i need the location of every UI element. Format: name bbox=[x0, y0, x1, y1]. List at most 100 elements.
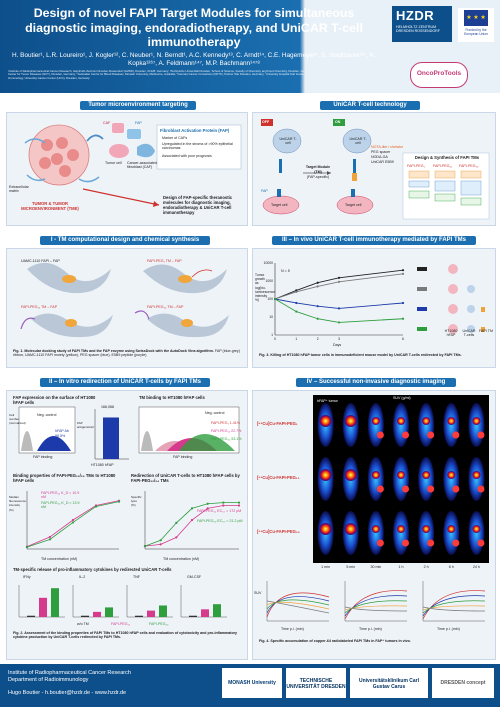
bio-xlabel-3: Time p.i. (min) bbox=[437, 627, 460, 631]
pet-hotspot bbox=[344, 415, 357, 427]
data-point bbox=[25, 545, 29, 549]
kd-label-2: FAPI-PEG₂₄ K_D = 13.9 nM bbox=[41, 501, 80, 510]
y-tick-label: 100 bbox=[267, 297, 273, 301]
redirection-chart bbox=[143, 491, 241, 550]
data-point bbox=[295, 310, 298, 313]
data-point bbox=[71, 521, 75, 524]
tme-main-label: TUMOR & TUMOR MICROENVIRONMENT (TME) bbox=[21, 201, 79, 211]
data-point bbox=[237, 501, 241, 504]
fig3-caption-bold: Fig. 3. Killing of HT1080 hFAP tumor cel… bbox=[259, 353, 462, 357]
unicar-fap-label: FAP bbox=[261, 189, 268, 193]
pet-tumor-marker bbox=[376, 485, 384, 493]
hfap-ab-label: hFAP Ab bbox=[55, 429, 69, 433]
data-point bbox=[222, 504, 225, 507]
time-label: 30 min bbox=[370, 565, 382, 569]
bar-ylabel: FAP antigens/cell bbox=[77, 421, 94, 430]
rd-xlabel: TM concentration (nM) bbox=[163, 557, 200, 561]
unicar-tm-label: Target Module (TM) bbox=[305, 165, 331, 174]
tme-design-text: Design of FAP-specific theranostic molec… bbox=[163, 195, 233, 215]
poster-title: Design of novel FAPI Target Modules for … bbox=[25, 6, 363, 49]
data-point bbox=[337, 321, 341, 324]
tm-binding-title: TM binding to HT1080 hFAP cells bbox=[139, 395, 205, 400]
tracer-label-2: [⁶⁴Cu]Cu-FAPI-PEG₁₂ bbox=[257, 475, 300, 480]
pet-time-axis: 1 min 5 min 30 min 1 h 2 h 6 h 24 h bbox=[313, 565, 489, 571]
fig2-caption: Fig. 2. Assessment of the binding proper… bbox=[13, 631, 241, 640]
data-point bbox=[295, 301, 298, 305]
pet-tumor-marker bbox=[402, 539, 410, 547]
bar bbox=[201, 609, 209, 617]
pet-tumor-marker bbox=[427, 539, 435, 547]
data-point bbox=[159, 539, 162, 542]
fig1-caption-text: FAP (blue-grey) ribbon, UAMC-1110 FAPI m… bbox=[13, 349, 240, 358]
data-point bbox=[71, 518, 75, 522]
fap-bullet-3: Associated with poor prognosis bbox=[162, 154, 212, 158]
fap-binding-xlabel-1: FAP binding bbox=[33, 455, 53, 459]
data-point bbox=[117, 500, 121, 503]
eu-logo-text: Funded by the European Union bbox=[464, 28, 488, 36]
unicar-on-label: ON bbox=[335, 120, 341, 124]
pet-hotspot bbox=[422, 471, 431, 479]
bar bbox=[51, 588, 59, 617]
unicar-target-cell-on: Target cell bbox=[345, 203, 362, 207]
pet-hotspot bbox=[344, 469, 357, 481]
docking-label-1: UAMC-1110 FAPI – FAP bbox=[21, 259, 60, 263]
time-activity-curve bbox=[344, 595, 408, 617]
pet-hotspot bbox=[447, 525, 456, 533]
hzdr-logo-text: HZDR bbox=[396, 8, 435, 23]
time-activity-curve bbox=[422, 605, 486, 611]
pet-tumor-marker bbox=[402, 485, 410, 493]
x-tick-label: 2 bbox=[317, 337, 319, 341]
unicar-tm-sublabel: (FAP-specific) bbox=[306, 175, 330, 179]
unicar-diagram bbox=[261, 119, 490, 220]
tme-fap-label: FAP bbox=[135, 121, 142, 125]
bar bbox=[81, 615, 89, 617]
cytokine-legend-1: w/o TM bbox=[77, 622, 89, 626]
bio-xlabel-1: Time p.i. (min) bbox=[281, 627, 304, 631]
tracer-label-3: [⁶⁴Cu]Cu-FAPI-PEG₂₄ bbox=[257, 529, 300, 534]
time-activity-curve bbox=[266, 601, 330, 610]
invivo-ylabel: Tumor growth as log(bio-luminescence int… bbox=[255, 273, 276, 303]
data-point bbox=[401, 301, 405, 305]
cytokine-legend-2: FAPI-PEG₁₂ bbox=[111, 622, 131, 626]
cytokine-label-3: TNF bbox=[133, 575, 140, 579]
pet-image-grid bbox=[313, 395, 489, 563]
cell-number-ylabel: Cell number (normalized) bbox=[9, 413, 26, 426]
footer-line-3: Hugo Boutier - h.boutier@hzdr.de - www.h… bbox=[8, 690, 127, 696]
data-point bbox=[316, 317, 319, 320]
suv-colorbar-label: SUV (g/ml) bbox=[393, 396, 411, 400]
x-tick-label: 6 bbox=[402, 337, 404, 341]
time-label: 24 h bbox=[472, 565, 480, 569]
pet-hotspot bbox=[371, 525, 380, 533]
time-activity-curve bbox=[266, 599, 330, 610]
eu-logo: ★ ★ ★ Funded by the European Union bbox=[458, 8, 494, 42]
bar bbox=[213, 604, 221, 617]
pet-hotspot bbox=[422, 417, 431, 425]
pet-hotspot bbox=[472, 471, 481, 479]
data-point bbox=[190, 507, 194, 510]
tme-stroma-label: Extracellular matrix bbox=[9, 185, 29, 194]
y-tick-label: 1 bbox=[271, 333, 273, 337]
data-point bbox=[206, 507, 209, 510]
tme-tumor-cell-label: Tumor cell bbox=[105, 161, 122, 165]
oncoprotools-logo-text: OncoProTools bbox=[416, 70, 462, 77]
x-tick-label: 3 bbox=[338, 337, 340, 341]
hzdr-logo: HZDR HELMHOLTZ ZENTRUM DRESDEN ROSSENDOR… bbox=[392, 6, 452, 42]
bar bbox=[27, 615, 35, 617]
footer-line-1: Institute of Radiopharmaceutical Cancer … bbox=[8, 670, 131, 676]
kd-label-1: FAPI-PEG₁₂ K_D = 10.9 nM bbox=[41, 491, 80, 500]
bar-category-label: HT1080 hFAP bbox=[91, 463, 114, 467]
pet-hotspot bbox=[371, 417, 380, 425]
cytokine-legend-3: FAPI-PEG₂₄ bbox=[149, 622, 169, 626]
pet-hotspot bbox=[472, 525, 481, 533]
bar bbox=[39, 597, 47, 617]
y-tick-label: 10 bbox=[269, 315, 273, 319]
series-line bbox=[274, 269, 404, 300]
neg-control-label-2: Neg. control bbox=[205, 411, 225, 415]
time-activity-curve bbox=[344, 606, 408, 612]
fig1-caption: Fig. 1. Molecular docking study of FAPI … bbox=[13, 349, 241, 358]
data-point bbox=[401, 317, 405, 320]
ec50-label-1: FAPI-PEG₁₂ EC₅₀ = 172 pM bbox=[197, 509, 242, 513]
pet-tumor-marker bbox=[477, 539, 485, 547]
pet-tumor-marker bbox=[477, 431, 485, 439]
invivo-legend-2: UniCAR T-cells bbox=[462, 329, 476, 338]
